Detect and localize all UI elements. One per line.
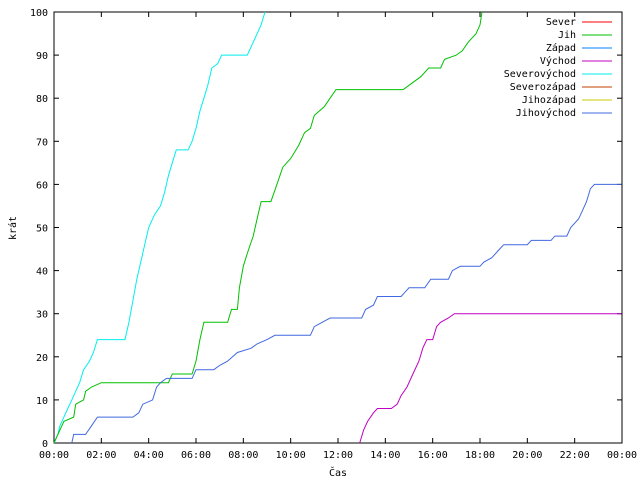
- x-axis-label: Čas: [329, 466, 347, 479]
- x-tick-label: 06:00: [181, 450, 211, 461]
- y-tick-label: 80: [36, 94, 48, 105]
- legend-label: Sever: [546, 17, 576, 28]
- y-tick-label: 60: [36, 180, 48, 191]
- y-tick-label: 0: [42, 439, 48, 450]
- legend-label: Jih: [558, 30, 576, 41]
- axis-ticks: 00:00 02:00 04:00 06:00 08:00 10:00 12:00 14:00…: [30, 8, 637, 461]
- series-line-jih: [53, 11, 483, 444]
- legend-label: Západ: [546, 42, 576, 54]
- x-tick-label: 20:00: [512, 450, 542, 461]
- y-tick-label: 90: [36, 51, 48, 62]
- y-tick-label: 10: [36, 396, 48, 407]
- legend-label: Jihovýchod: [516, 107, 576, 119]
- legend-label: Severovýchod: [504, 68, 576, 80]
- series-line-jihovýchod: [71, 183, 622, 444]
- x-tick-label: 10:00: [276, 450, 306, 461]
- x-tick-label: 22:00: [560, 450, 590, 461]
- x-tick-label: 04:00: [134, 450, 164, 461]
- legend-label: Východ: [540, 55, 576, 67]
- y-tick-label: 100: [30, 8, 48, 19]
- x-tick-label: 16:00: [418, 450, 448, 461]
- series-line-severovýchod: [53, 11, 266, 444]
- y-tick-label: 30: [36, 310, 48, 321]
- legend: Sever JihZápadVýchodSeverovýchodSeverozáp…: [504, 17, 612, 119]
- y-tick-label: 20: [36, 353, 48, 364]
- legend-label: Severozápad: [510, 81, 576, 93]
- x-tick-label: 14:00: [370, 450, 400, 461]
- x-tick-label: 08:00: [228, 450, 258, 461]
- x-tick-label: 00:00: [39, 450, 69, 461]
- legend-label: Jihozápad: [522, 94, 576, 106]
- x-tick-label: 12:00: [323, 450, 353, 461]
- y-tick-label: 50: [36, 224, 48, 235]
- series-lines: [53, 11, 622, 444]
- series-line-východ: [359, 313, 622, 444]
- x-tick-label: 02:00: [86, 450, 116, 461]
- x-tick-label: 18:00: [465, 450, 495, 461]
- x-tick-label: 00:00: [607, 450, 637, 461]
- y-tick-label: 40: [36, 267, 48, 278]
- y-tick-label: 70: [36, 137, 48, 148]
- y-axis-label: krát: [7, 216, 19, 240]
